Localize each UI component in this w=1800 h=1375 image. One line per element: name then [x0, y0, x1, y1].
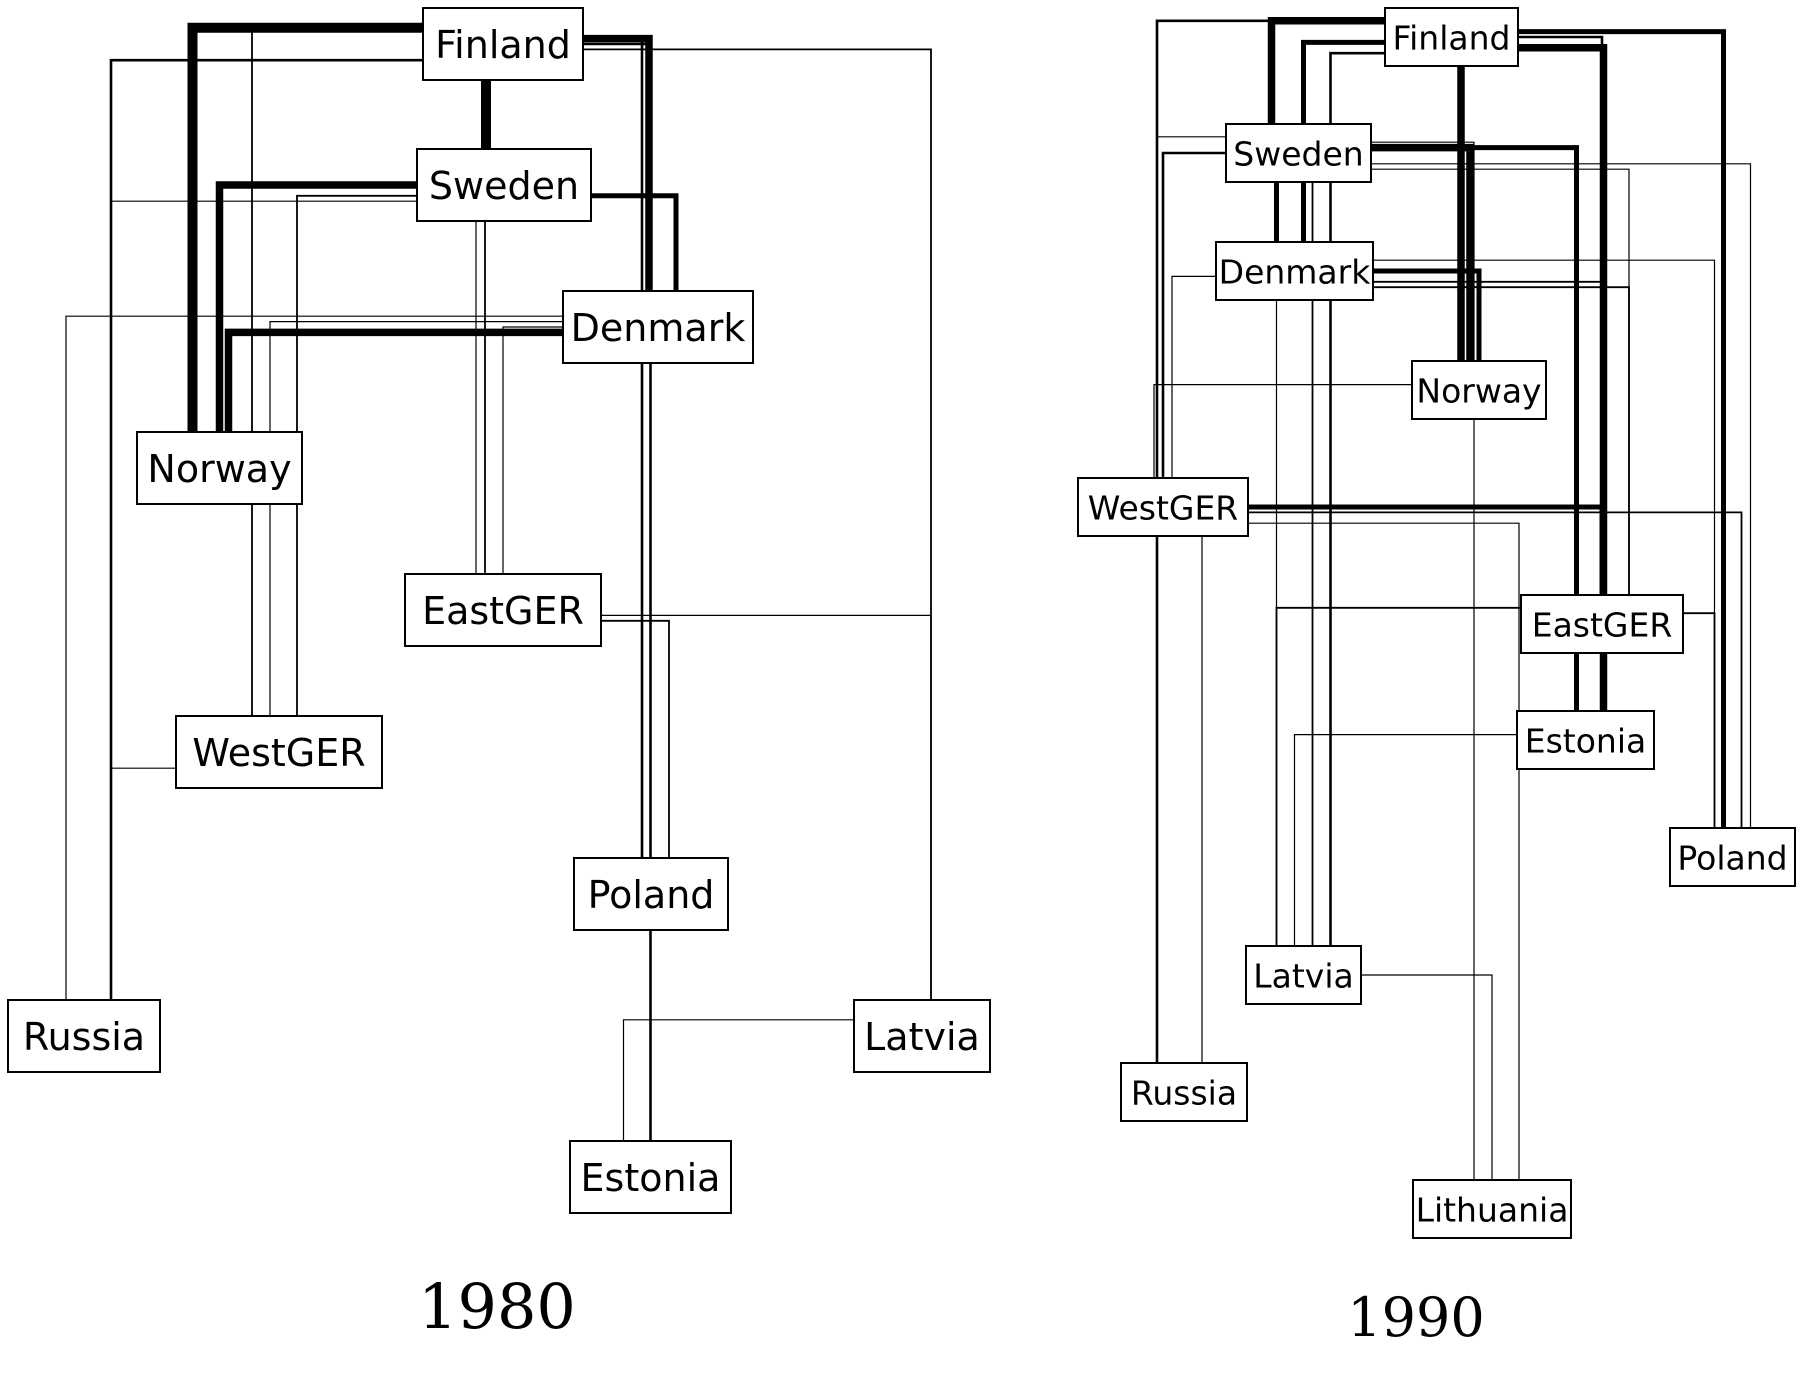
node-label-estonia: Estonia: [1525, 722, 1646, 761]
node-label-latvia: Latvia: [1253, 957, 1353, 996]
node-label-norway: Norway: [147, 447, 291, 491]
node-poland-1990: Poland: [1670, 828, 1795, 886]
edge-denmark-russia-1980: [66, 316, 563, 1000]
edge-finland-poland-1990: [1518, 32, 1724, 828]
node-label-russia: Russia: [23, 1015, 145, 1059]
node-label-norway: Norway: [1416, 372, 1541, 411]
node-estonia-1980: Estonia: [570, 1141, 731, 1213]
edge-sweden-denmark-1980: [591, 196, 676, 291]
node-norway-1980: Norway: [137, 432, 302, 504]
nodes-1990: Finland Sweden Denmark Norway WestGER EastGER…: [1078, 8, 1795, 1238]
node-denmark-1980: Denmark: [563, 291, 753, 363]
node-label-eastger: EastGER: [422, 589, 584, 633]
node-label-eastger: EastGER: [1532, 606, 1673, 645]
node-sweden-1980: Sweden: [417, 149, 591, 221]
edge-denmark-norway-1980: [229, 332, 564, 432]
caption-1990: 1990: [1347, 1286, 1484, 1349]
node-label-finland: Finland: [1393, 19, 1511, 58]
node-latvia-1980: Latvia: [854, 1000, 990, 1072]
node-russia-1990: Russia: [1121, 1063, 1247, 1121]
edge-sweden-westger-1980: [297, 196, 417, 716]
edge-denmark-westger-1980: [270, 322, 563, 716]
node-denmark-1990: Denmark: [1216, 242, 1373, 300]
caption-1980: 1980: [418, 1270, 576, 1343]
edge-finland-denmark-1980: [583, 39, 649, 291]
node-lithuania-1990: Lithuania: [1413, 1180, 1571, 1238]
node-label-estonia: Estonia: [581, 1156, 721, 1200]
edge-finland-latvia-1990: [1331, 53, 1386, 946]
node-latvia-1990: Latvia: [1246, 946, 1361, 1004]
node-label-sweden: Sweden: [1233, 135, 1363, 174]
node-label-russia: Russia: [1131, 1074, 1237, 1113]
edge-westger-eastger-1990: [1248, 507, 1602, 595]
edge-eastger-poland-1980: [601, 621, 669, 858]
node-eastger-1990: EastGER: [1521, 595, 1683, 653]
edge-estonia-latvia-1990: [1295, 735, 1518, 946]
edge-sweden-norway-1980: [220, 185, 418, 432]
node-westger-1980: WestGER: [176, 716, 382, 788]
edge-latvia-estonia-1980: [624, 1020, 855, 1141]
edge-denmark-eastger-1980: [503, 327, 563, 574]
node-norway-1990: Norway: [1412, 361, 1546, 419]
edge-eastger-poland-1990: [1683, 613, 1715, 828]
edge-westger-poland-1990: [1248, 512, 1742, 828]
edge-finland-westger-1980: [252, 28, 423, 716]
panel-1980: Finland Sweden Denmark Norway EastGER WestGER…: [8, 8, 990, 1343]
edge-finland-eastger-1990: [1518, 37, 1602, 595]
node-finland-1980: Finland: [423, 8, 583, 80]
node-poland-1980: Poland: [574, 858, 728, 930]
edge-finland-sweden-1990: [1272, 21, 1386, 124]
edge-latvia-lithuania-1990: [1361, 975, 1492, 1180]
edge-norway-westger-1990: [1154, 385, 1412, 478]
panel-1990: Finland Sweden Denmark Norway WestGER EastGER…: [1078, 8, 1795, 1349]
node-label-denmark: Denmark: [1219, 253, 1372, 292]
node-sweden-1990: Sweden: [1226, 124, 1371, 182]
edge-westger-lithuania-1990: [1248, 523, 1519, 1180]
node-label-finland: Finland: [435, 23, 571, 67]
node-label-westger: WestGER: [192, 731, 365, 775]
node-westger-1990: WestGER: [1078, 478, 1248, 536]
node-estonia-1990: Estonia: [1517, 711, 1654, 769]
edge-sweden-norway-1990: [1371, 148, 1470, 361]
node-label-latvia: Latvia: [864, 1015, 980, 1059]
node-label-denmark: Denmark: [571, 306, 746, 350]
edge-westger-russia-1980: [111, 768, 176, 1000]
node-eastger-1980: EastGER: [405, 574, 601, 646]
edge-denmark-eastger-1990: [1373, 287, 1629, 595]
node-finland-1990: Finland: [1385, 8, 1518, 66]
node-label-poland: Poland: [588, 873, 715, 917]
nodes-1980: Finland Sweden Denmark Norway EastGER WestGER…: [8, 8, 990, 1213]
node-label-sweden: Sweden: [429, 164, 579, 208]
node-russia-1980: Russia: [8, 1000, 160, 1072]
node-label-westger: WestGER: [1088, 489, 1238, 528]
edge-denmark-westger-1990: [1172, 276, 1216, 478]
node-label-poland: Poland: [1677, 839, 1787, 878]
node-label-lithuania: Lithuania: [1416, 1191, 1569, 1230]
